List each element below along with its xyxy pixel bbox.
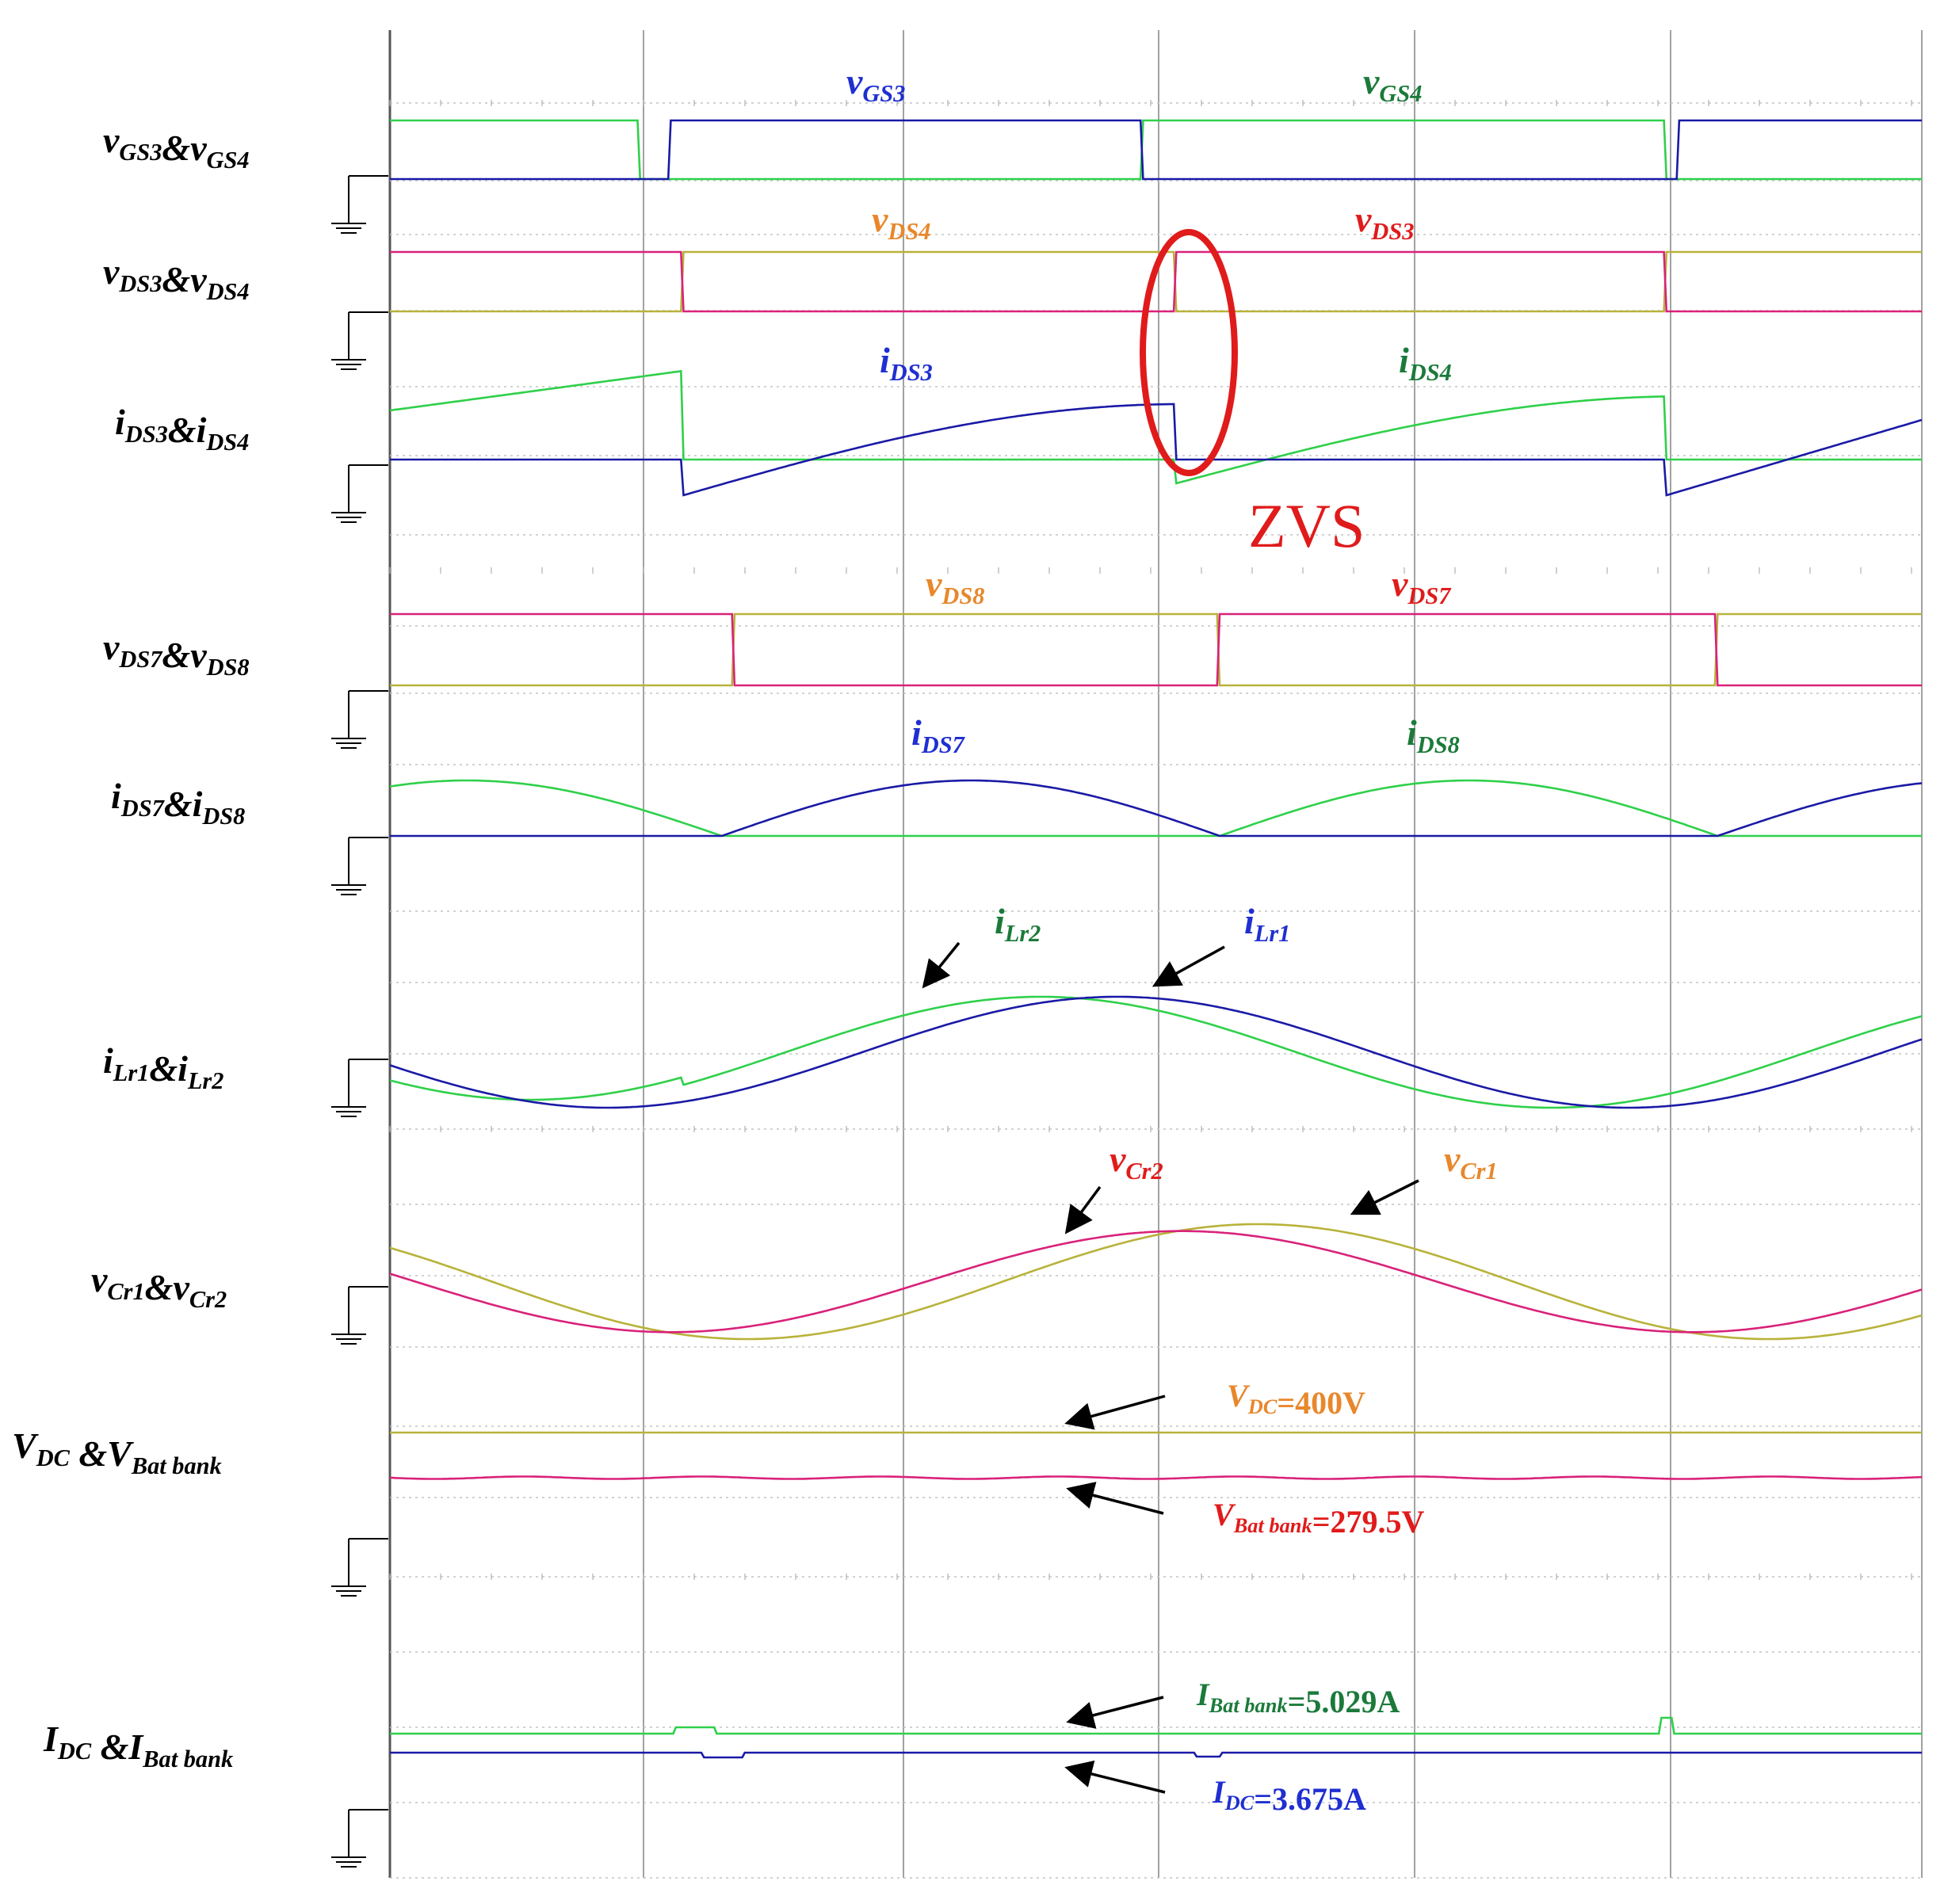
ground-symbol — [331, 1809, 388, 1868]
row-label-p4: vDS7&vDS8 — [103, 627, 250, 681]
series-ids4 — [389, 369, 1922, 485]
series-vgs4 — [390, 119, 1922, 181]
zvs-label: ZVS — [1248, 491, 1365, 560]
trace-label: iLr2 — [995, 901, 1041, 947]
value-vbat: VBat bank=279.5V — [1213, 1497, 1424, 1540]
row-label-p6: iLr1&iLr2 — [103, 1040, 223, 1094]
trace-label: vGS4 — [1363, 61, 1422, 107]
trace-label: iLr1 — [1244, 901, 1290, 947]
arrow — [1064, 1760, 1166, 1794]
arrow — [922, 941, 961, 989]
arrow — [1064, 1185, 1102, 1234]
series-ids3 — [390, 403, 1923, 497]
arrow — [1066, 1696, 1164, 1729]
trace-label: vGS3 — [846, 61, 905, 107]
value-ibat: IBat bank=5.029A — [1196, 1677, 1400, 1719]
trace-label: vDS8 — [926, 563, 984, 609]
row-label-p1: vGS3&vGS4 — [103, 120, 250, 174]
series-idc — [390, 1751, 1922, 1759]
row-label-p8: VDC &VBat bank — [12, 1425, 222, 1479]
ground-symbol — [331, 1286, 388, 1345]
series-ids7 — [390, 779, 1923, 838]
arrow — [1064, 1395, 1166, 1430]
arrow — [1350, 1179, 1419, 1215]
trace-label: iDS7 — [911, 712, 966, 758]
row-label-p5: iDS7&iDS8 — [111, 776, 245, 830]
trace-label: iDS4 — [1399, 340, 1452, 386]
zvs-ellipse — [1140, 229, 1238, 476]
series-ids8 — [389, 779, 1922, 838]
value-idc: IDC=3.675A — [1212, 1774, 1366, 1817]
series-vcr1 — [389, 1223, 1923, 1341]
trace-label: iDS8 — [1407, 712, 1460, 758]
ground-symbol — [331, 1059, 388, 1117]
ground-symbol — [331, 464, 388, 523]
ground-symbol — [331, 837, 388, 895]
series-vgs3 — [390, 119, 1922, 181]
series-vbat — [389, 1475, 1923, 1480]
value-vdc: VDC=400V — [1227, 1378, 1365, 1421]
row-label-p3: iDS3&iDS4 — [115, 402, 249, 456]
grid — [388, 30, 1923, 1879]
row-label-p9: IDC &IBat bank — [43, 1719, 233, 1772]
ground-symbol — [331, 311, 388, 370]
series-ilr1 — [389, 995, 1923, 1109]
ground-symbol — [331, 690, 388, 749]
ground-symbol — [331, 175, 388, 234]
series-vds4 — [390, 250, 1922, 313]
trace-label: vCr2 — [1109, 1139, 1163, 1185]
row-label-p2: vDS3&vDS4 — [103, 251, 250, 305]
series-ilr2 — [389, 995, 1923, 1109]
trace-label: vCr1 — [1444, 1139, 1498, 1185]
series-vds7 — [390, 612, 1922, 687]
series-vds3 — [390, 250, 1922, 313]
arrow — [1066, 1482, 1164, 1515]
arrow — [1152, 945, 1225, 987]
trace-label: vDS4 — [872, 199, 930, 245]
ground-symbol — [331, 1538, 388, 1597]
series-vds8 — [390, 612, 1922, 687]
trace-label: vDS7 — [1392, 563, 1452, 609]
trace-label: vDS3 — [1355, 199, 1414, 245]
row-label-p7: vCr1&vCr2 — [91, 1259, 227, 1313]
series-ibat — [390, 1716, 1922, 1735]
series-vcr2 — [389, 1230, 1923, 1334]
trace-label: iDS3 — [880, 340, 933, 386]
